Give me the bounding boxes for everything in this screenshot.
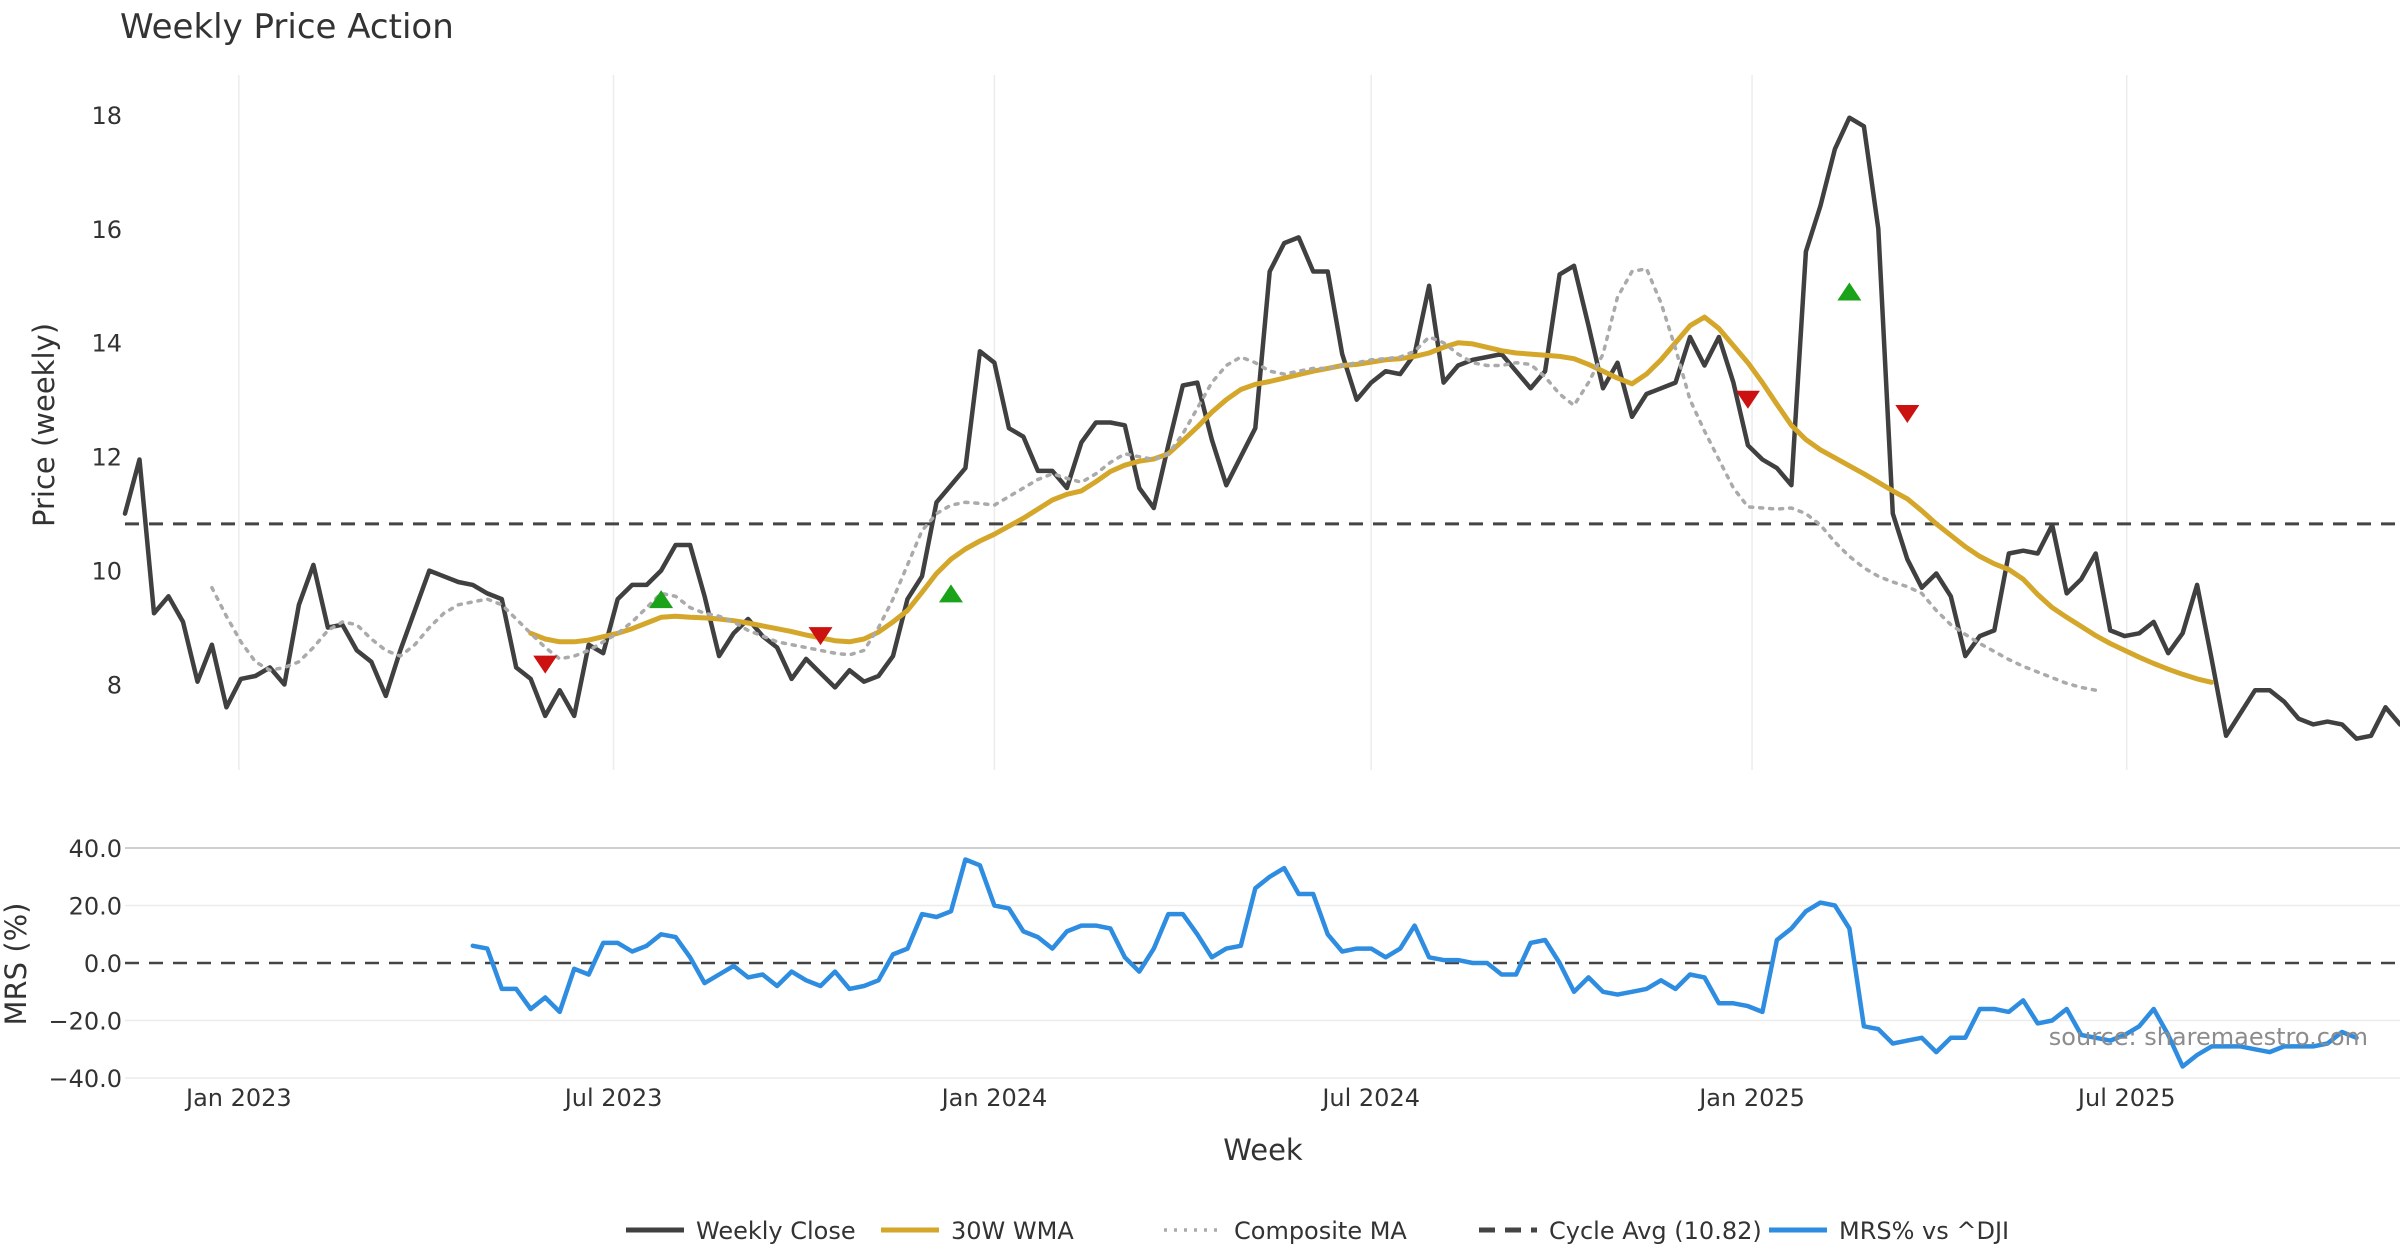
source-note: source: sharemaestro.com [2049, 1023, 2368, 1051]
price-y-tick-label: 14 [91, 330, 122, 358]
mrs-y-axis-label: MRS (%) [0, 903, 33, 1026]
legend-label: 30W WMA [951, 1217, 1074, 1245]
price-y-axis: 8 10 12 14 16 18 [91, 102, 122, 700]
price-panel-grid [238, 75, 2128, 770]
chart-legend: Weekly Close 30W WMA Composite MA Cycle Avg… [626, 1217, 2009, 1245]
x-tick-label: Jul 2023 [563, 1084, 663, 1112]
legend-label: Composite MA [1234, 1217, 1407, 1245]
sell-signal-marker [808, 627, 833, 646]
mrs-series-layer [470, 857, 2359, 1069]
weekly-close-line [122, 115, 2400, 741]
mrs-panel-grid [125, 847, 2400, 1079]
price-y-tick-label: 12 [91, 444, 122, 472]
signal-markers-layer [533, 282, 1920, 674]
x-axis-label: Week [1223, 1133, 1303, 1167]
chart-title: Weekly Price Action [120, 7, 454, 47]
price-y-tick-label: 18 [91, 102, 122, 130]
mrs-line [470, 857, 2359, 1069]
x-tick-label: Jul 2024 [1320, 1084, 1420, 1112]
x-axis: Jan 2023 Jul 2023 Jan 2024 Jul 2024 Jan 2025… [184, 1084, 2176, 1112]
composite-ma-line [210, 266, 2098, 692]
mrs-y-tick-label: 40.0 [69, 835, 122, 863]
price-y-tick-label: 16 [91, 216, 122, 244]
buy-signal-marker [938, 584, 963, 603]
sell-signal-marker [1735, 390, 1760, 409]
x-tick-label: Jan 2024 [940, 1084, 1048, 1112]
buy-signal-marker [649, 590, 674, 609]
mrs-y-tick-label: 0.0 [84, 950, 122, 978]
mrs-y-axis: 40.0 20.0 0.0 −20.0 −40.0 [48, 835, 122, 1093]
mrs-y-tick-label: −40.0 [48, 1065, 122, 1093]
legend-label: Cycle Avg (10.82) [1549, 1217, 1762, 1245]
legend-label: MRS% vs ^DJI [1839, 1217, 2009, 1245]
legend-label: Weekly Close [696, 1217, 856, 1245]
price-y-tick-label: 10 [91, 558, 122, 586]
sell-signal-marker [1895, 404, 1920, 423]
price-y-axis-label: Price (weekly) [27, 323, 61, 527]
x-tick-label: Jan 2025 [1697, 1084, 1805, 1112]
x-tick-label: Jul 2025 [2076, 1084, 2176, 1112]
x-tick-label: Jan 2023 [184, 1084, 292, 1112]
sell-signal-marker [533, 655, 558, 674]
price-series-layer [122, 115, 2400, 741]
price-y-tick-label: 8 [107, 672, 122, 700]
30w-wma-line [528, 314, 2215, 685]
mrs-y-tick-label: 20.0 [69, 893, 122, 921]
mrs-y-tick-label: −20.0 [48, 1008, 122, 1036]
buy-signal-marker [1837, 282, 1862, 301]
